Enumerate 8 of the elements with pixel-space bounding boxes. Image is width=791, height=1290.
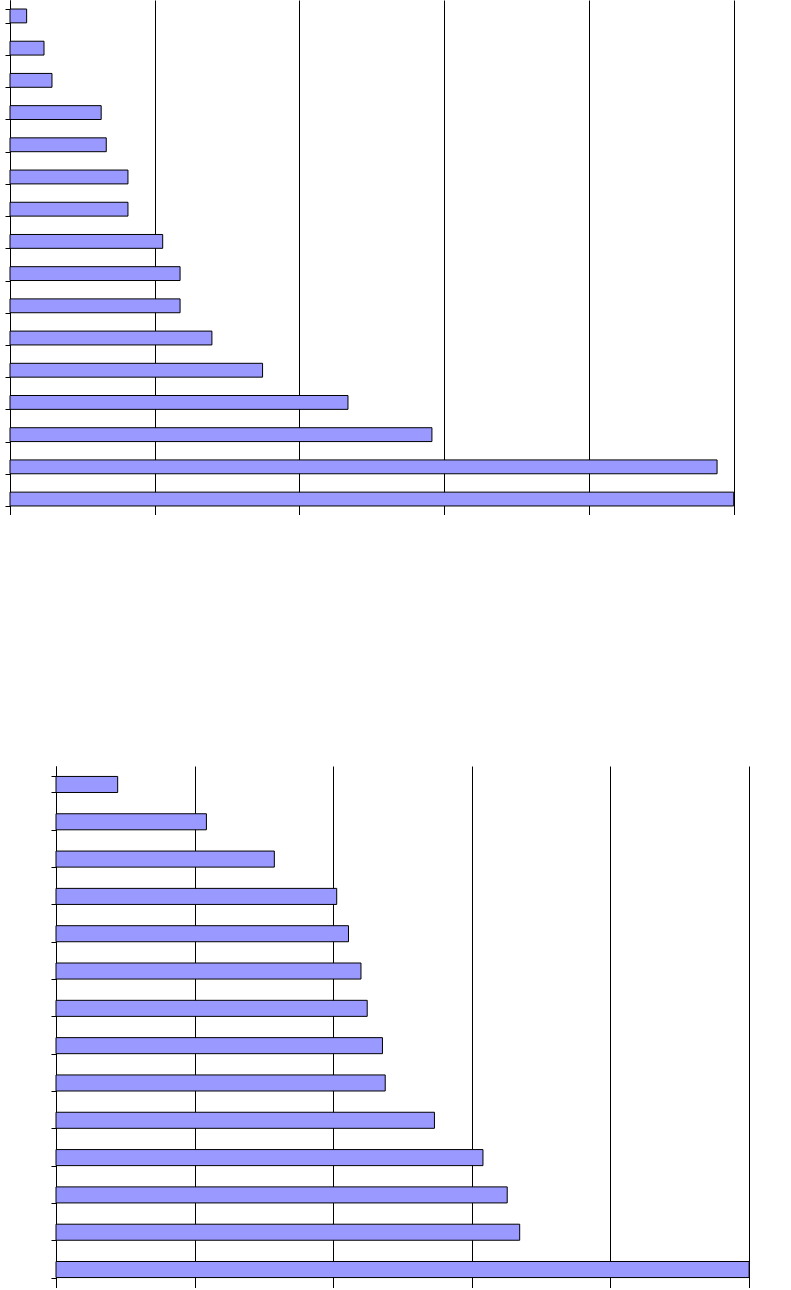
bar [55, 775, 119, 793]
bar [9, 72, 53, 88]
bar [9, 8, 28, 24]
bar [9, 169, 129, 185]
bar [9, 201, 129, 217]
bar [9, 105, 102, 120]
bar [9, 137, 107, 153]
bar [9, 40, 45, 56]
